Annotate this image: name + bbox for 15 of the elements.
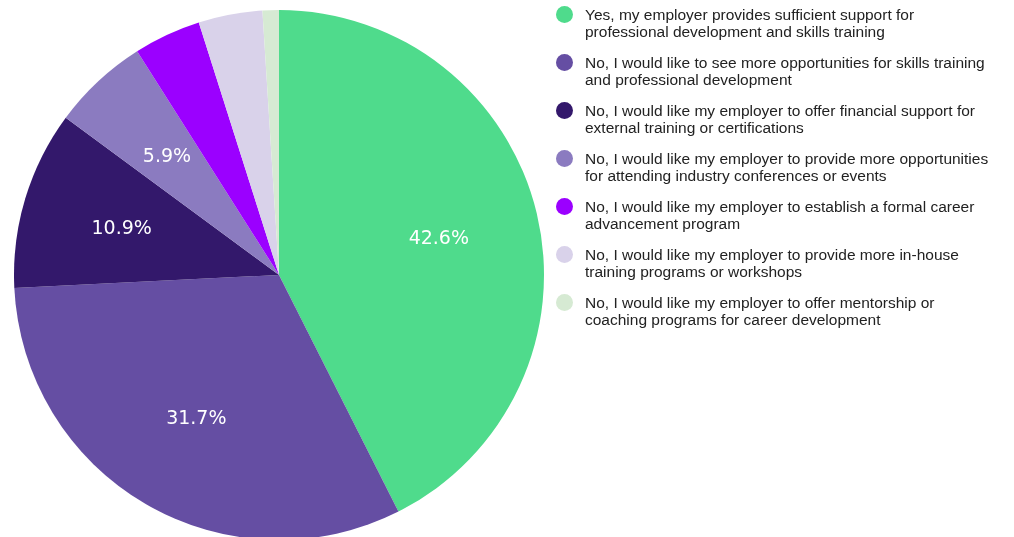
- legend-label: No, I would like to see more opportunities for skills training and professional development: [585, 54, 986, 88]
- pie-slice: [198, 10, 279, 275]
- legend-label: No, I would like my employer to offer financial support for external training or certifications: [585, 102, 976, 136]
- legend-label: No, I would like my employer to establish a formal career advancement program: [585, 198, 976, 232]
- data-label: 10.9%: [91, 216, 152, 239]
- pie-slice: [14, 275, 399, 537]
- pie-slice: [65, 51, 279, 275]
- legend-label: Yes, my employer provides sufficient support for professional development and skills training: [585, 6, 916, 40]
- data-label: 5.9%: [142, 143, 192, 166]
- legend-label: No, I would like my employer to provide more opportunities for attending industry conferences or events: [585, 150, 990, 184]
- data-label: 31.7%: [166, 405, 227, 428]
- pie-slice: [14, 117, 279, 288]
- legend-label: No, I would like my employer to provide more in-house training programs or workshops: [585, 246, 960, 280]
- legend-label: No, I would like my employer to offer mentorship or coaching programs for career development: [585, 294, 936, 328]
- data-label: 42.6%: [408, 225, 470, 248]
